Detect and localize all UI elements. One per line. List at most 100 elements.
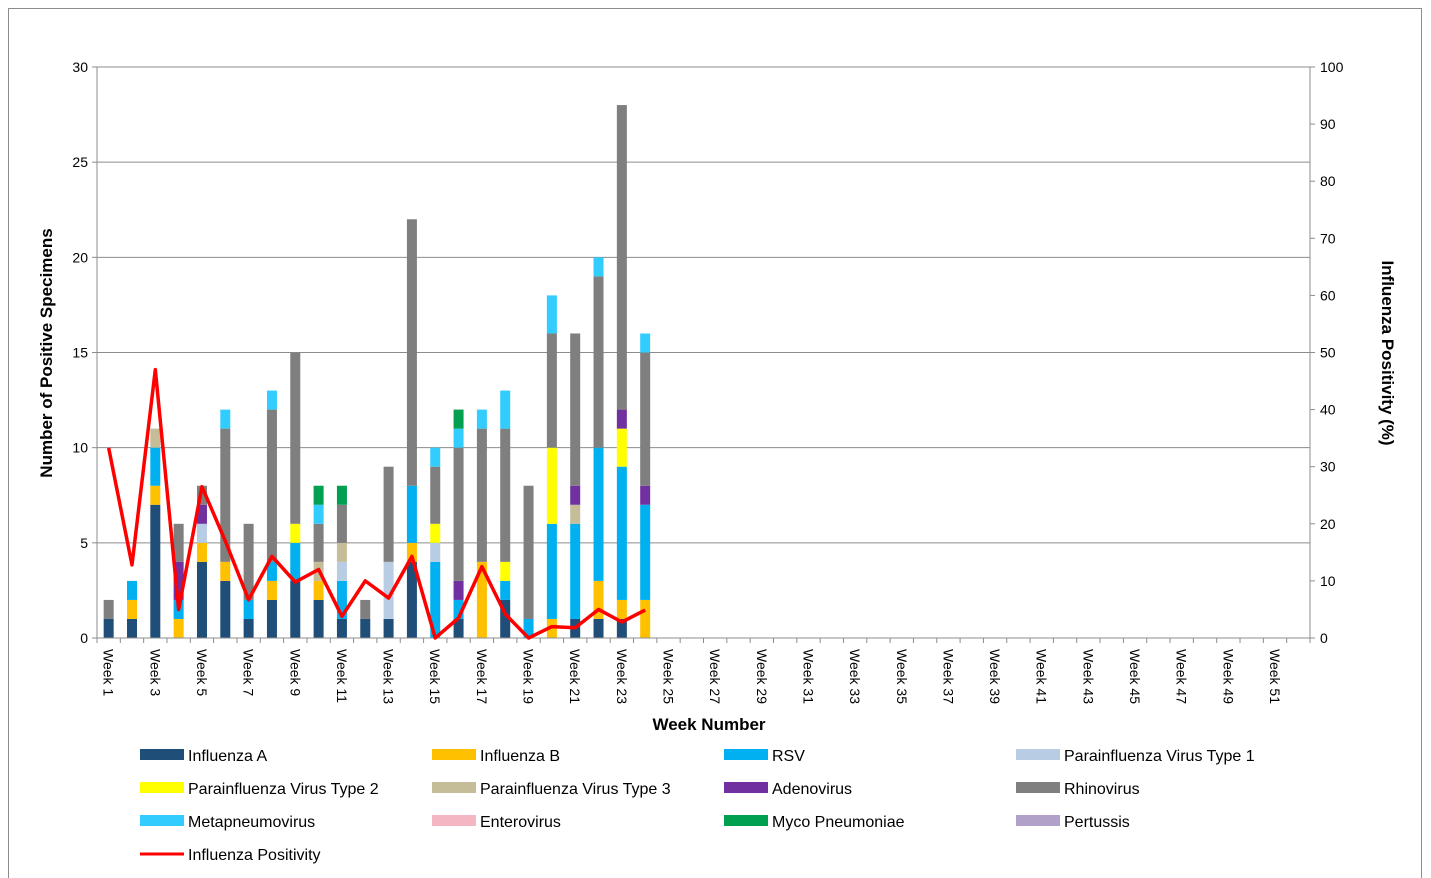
legend-swatch: [724, 782, 768, 793]
legend-swatch: [724, 749, 768, 760]
x-tick-label: Week 27: [707, 649, 723, 704]
bar-series: [104, 105, 651, 638]
bar-segment: [477, 410, 487, 429]
y2-tick-label: 50: [1320, 345, 1336, 361]
bar-segment: [314, 581, 324, 600]
bar-segment: [430, 467, 440, 524]
bar-segment: [220, 581, 230, 638]
x-tick-label: Week 3: [147, 649, 163, 696]
bar-segment: [454, 448, 464, 581]
legend-label: RSV: [772, 748, 805, 765]
x-tick-label: Week 29: [754, 649, 770, 704]
legend-label: Adenovirus: [772, 781, 852, 798]
bar-segment: [337, 543, 347, 562]
influenza-positivity-line-layer: [109, 370, 646, 639]
y2-tick-label: 90: [1320, 116, 1336, 132]
legend-label: Rhinovirus: [1064, 781, 1140, 798]
bar-segment: [384, 619, 394, 638]
bar-segment: [617, 600, 627, 619]
legend-label: Influenza A: [188, 748, 268, 765]
bar-segment: [547, 524, 557, 619]
x-tick-label: Week 37: [940, 649, 956, 704]
y2-tick-label: 70: [1320, 230, 1336, 246]
bar-segment: [500, 581, 510, 600]
x-tick-label: Week 25: [661, 649, 677, 704]
bar-segment: [150, 448, 160, 486]
legend-swatch: [432, 782, 476, 793]
bar-segment: [547, 333, 557, 447]
bar-segment: [640, 505, 650, 600]
bar-segment: [314, 505, 324, 524]
bar-segment: [547, 295, 557, 333]
bar-segment: [500, 391, 510, 429]
legend-swatch: [1016, 749, 1060, 760]
bar-segment: [104, 600, 114, 619]
bar-segment: [104, 619, 114, 638]
bar-segment: [127, 600, 137, 619]
bar-segment: [524, 486, 534, 619]
x-tick-label: Week 9: [287, 649, 303, 696]
bar-segment: [267, 391, 277, 410]
bar-segment: [594, 257, 604, 276]
gridlines: [97, 67, 1310, 543]
bar-segment: [594, 276, 604, 447]
x-axis-title: Week Number: [652, 715, 765, 734]
bar-segment: [244, 619, 254, 638]
legend-label: Metapneumovirus: [188, 814, 315, 831]
bar-segment: [640, 333, 650, 352]
bar-segment: [570, 505, 580, 524]
bar-segment: [127, 619, 137, 638]
bar-segment: [617, 410, 627, 429]
legend-swatch: [432, 749, 476, 760]
x-tick-label: Week 43: [1080, 649, 1096, 704]
x-tick-label: Week 31: [800, 649, 816, 704]
bar-segment: [337, 562, 347, 581]
y2-tick-label: 10: [1320, 573, 1336, 589]
bar-segment: [337, 619, 347, 638]
legend-label: Myco Pneumoniae: [772, 814, 905, 831]
bar-segment: [267, 410, 277, 562]
y-axis-title: Number of Positive Specimens: [37, 228, 56, 477]
y2-tick-label: 30: [1320, 459, 1336, 475]
bar-segment: [244, 600, 254, 619]
x-tick-label: Week 39: [987, 649, 1003, 704]
bar-segment: [477, 429, 487, 562]
legend-swatch: [432, 815, 476, 826]
bar-segment: [337, 486, 347, 505]
bar-segment: [617, 467, 627, 600]
x-tick-label: Week 1: [101, 649, 117, 696]
y2-tick-label: 80: [1320, 173, 1336, 189]
bar-segment: [290, 524, 300, 543]
bar-segment: [150, 505, 160, 638]
bar-segment: [454, 581, 464, 600]
y2-tick-label: 100: [1320, 59, 1344, 75]
x-tick-label: Week 47: [1174, 649, 1190, 704]
bar-segment: [500, 429, 510, 562]
x-tick-label: Week 23: [614, 649, 630, 704]
bar-segment: [220, 410, 230, 429]
bar-segment: [500, 562, 510, 581]
x-tick-label: Week 45: [1127, 649, 1143, 704]
bar-segment: [290, 353, 300, 524]
bar-segment: [197, 543, 207, 562]
influenza-positivity-line: [109, 370, 646, 638]
bar-segment: [337, 505, 347, 543]
bar-segment: [617, 105, 627, 410]
x-tick-label: Week 19: [521, 649, 537, 704]
x-tick-label: Week 21: [567, 649, 583, 704]
y-tick-label: 5: [80, 535, 88, 551]
x-tick-label: Week 15: [427, 649, 443, 704]
bar-segment: [174, 619, 184, 638]
bar-segment: [197, 524, 207, 543]
x-tick-label: Week 49: [1220, 649, 1236, 704]
legend-swatch: [724, 815, 768, 826]
legend-label: Parainfluenza Virus Type 3: [480, 781, 671, 798]
bar-segment: [640, 600, 650, 638]
bar-segment: [220, 562, 230, 581]
y-tick-label: 20: [72, 249, 88, 265]
legend-label: Parainfluenza Virus Type 2: [188, 781, 379, 798]
x-tick-label: Week 51: [1267, 649, 1283, 704]
bar-segment: [570, 524, 580, 619]
